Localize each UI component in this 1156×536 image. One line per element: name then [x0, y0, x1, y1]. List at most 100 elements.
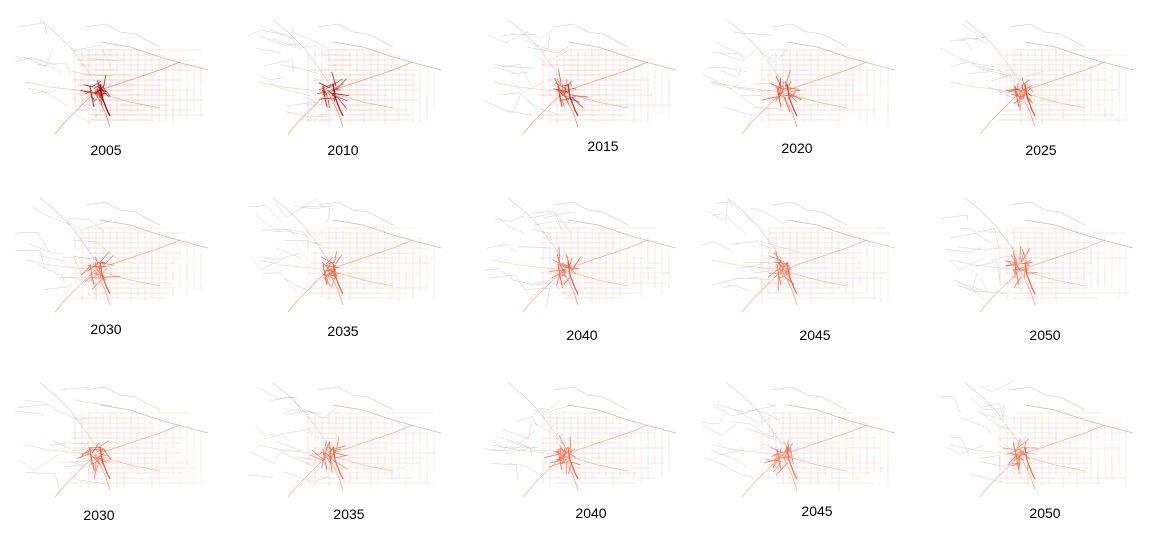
road-segment: [775, 96, 779, 102]
road-segment: [76, 453, 91, 459]
road-segment: [961, 37, 989, 44]
road-segment: [39, 19, 96, 83]
road-segment: [327, 454, 344, 491]
road-segment: [786, 83, 798, 117]
road-segment: [501, 64, 532, 87]
road-segment: [270, 396, 304, 415]
road-segment: [84, 276, 92, 283]
road-segment: [498, 431, 535, 444]
road-segment: [332, 219, 442, 249]
road-segment: [516, 246, 551, 249]
road-segment: [282, 409, 316, 414]
road-segment: [950, 233, 995, 246]
road-segment: [1019, 239, 1106, 271]
road-segment: [567, 83, 579, 117]
road-segment: [490, 439, 536, 448]
road-segment: [741, 91, 783, 135]
road-segment: [983, 231, 1017, 253]
road-segment: [1023, 270, 1026, 279]
road-segment: [950, 62, 996, 68]
road-segment: [261, 252, 302, 261]
road-segment: [979, 454, 1021, 498]
road-segment: [998, 68, 1044, 82]
road-segment: [781, 239, 868, 271]
road-segment: [90, 273, 93, 282]
road-segment: [93, 263, 100, 273]
road-segment: [1021, 447, 1038, 449]
road-segment: [272, 19, 329, 83]
road-segment: [91, 455, 102, 465]
road-segment: [332, 446, 344, 480]
road-network-map: [247, 197, 442, 313]
road-segment: [1012, 268, 1016, 274]
road-segment: [486, 243, 517, 253]
road-segment: [99, 251, 110, 264]
year-label: 2050: [1029, 327, 1061, 343]
road-segment: [257, 444, 329, 456]
road-segment: [706, 67, 747, 72]
road-network-map: [247, 382, 442, 498]
road-segment: [759, 42, 792, 64]
road-segment: [1006, 88, 1021, 91]
road-segment: [558, 266, 560, 270]
road-segment: [1019, 269, 1086, 287]
road-segment: [563, 96, 576, 101]
road-segment: [979, 269, 1021, 313]
road-segment: [1008, 451, 1020, 464]
road-segment: [958, 278, 988, 293]
road-segment: [1024, 41, 1134, 71]
road-segment: [1002, 447, 1020, 451]
road-segment: [542, 211, 575, 219]
road-segment: [522, 269, 564, 313]
road-segment: [1012, 251, 1018, 263]
road-segment: [959, 228, 982, 238]
road-segment: [94, 261, 97, 268]
road-segment: [333, 251, 338, 263]
road-segment: [563, 277, 571, 285]
road-segment: [103, 276, 120, 278]
road-segment: [1007, 261, 1021, 271]
road-segment: [72, 71, 114, 76]
road-segment: [99, 41, 209, 71]
road-segment: [80, 90, 97, 94]
road-segment: [46, 63, 72, 77]
road-segment: [325, 268, 335, 272]
road-segment: [72, 44, 111, 67]
road-segment: [283, 229, 308, 238]
road-segment: [567, 261, 579, 295]
road-segment: [564, 264, 567, 269]
road-segment: [280, 64, 319, 74]
road-segment: [1011, 462, 1022, 467]
road-segment: [492, 463, 518, 478]
map-panel: [478, 12, 678, 162]
road-segment: [24, 444, 96, 456]
road-segment: [1026, 84, 1034, 93]
map-panel: [243, 190, 443, 340]
road-segment: [99, 219, 209, 249]
road-segment: [739, 90, 769, 97]
road-segment: [562, 454, 629, 472]
map-panel: [935, 375, 1135, 525]
road-segment: [1019, 246, 1022, 263]
road-segment: [561, 457, 569, 465]
road-segment: [1009, 23, 1086, 48]
road-segment: [735, 263, 762, 269]
road-segment: [80, 265, 92, 276]
road-segment: [773, 456, 790, 460]
road-segment: [1019, 91, 1086, 109]
road-segment: [317, 386, 394, 411]
road-segment: [261, 229, 305, 244]
road-segment: [507, 382, 564, 446]
road-segment: [513, 279, 551, 285]
road-segment: [69, 218, 105, 232]
road-segment: [569, 448, 576, 453]
road-segment: [701, 73, 739, 94]
road-segment: [531, 212, 562, 232]
road-segment: [1009, 386, 1086, 411]
road-segment: [516, 416, 538, 427]
road-segment: [271, 35, 297, 48]
road-segment: [949, 81, 1021, 93]
road-segment: [552, 259, 567, 267]
road-segment: [511, 81, 545, 93]
road-segment: [89, 448, 95, 471]
